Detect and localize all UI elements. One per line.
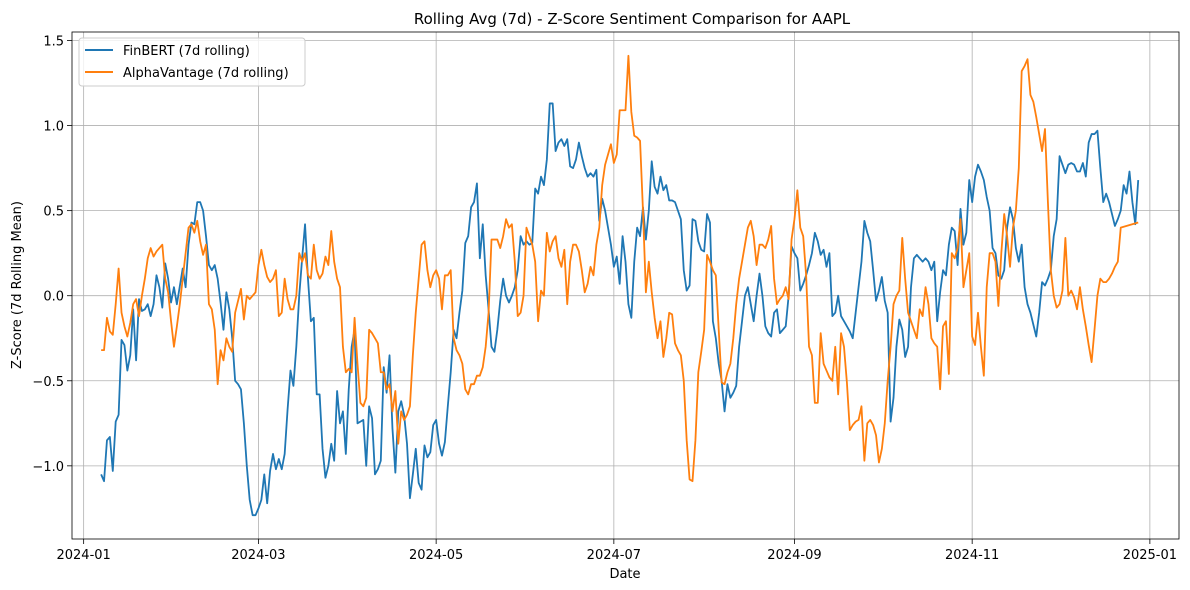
y-axis-label: Z-Score (7d Rolling Mean) — [10, 201, 25, 369]
x-tick-label: 2024-03 — [231, 548, 285, 563]
plot-frame — [71, 31, 1180, 540]
plot-lines — [100, 54, 1140, 517]
x-axis: 2024-01 2024-03 2024-05 2024-07 2024-09 2024-… — [56, 539, 1177, 563]
y-tick-label: 1.5 — [43, 35, 64, 50]
series-line-finbert — [100, 102, 1140, 517]
x-tick-label: 2024-01 — [56, 548, 110, 563]
chart-title: Rolling Avg (7d) - Z-Score Sentiment Com… — [414, 10, 851, 28]
legend-label-alphavantage: AlphaVantage (7d rolling) — [123, 66, 289, 81]
y-tick-label: −0.5 — [32, 375, 64, 390]
legend-label-finbert: FinBERT (7d rolling) — [123, 44, 250, 59]
y-tick-label: −1.0 — [32, 460, 64, 475]
x-tick-label: 2025-01 — [1123, 548, 1177, 563]
x-tick-label: 2024-11 — [945, 548, 999, 563]
x-axis-label: Date — [609, 567, 640, 582]
y-tick-label: 1.0 — [43, 120, 64, 135]
y-tick-label: 0.5 — [43, 205, 64, 220]
series-line-alphavantage — [101, 54, 1139, 483]
legend: FinBERT (7d rolling) AlphaVantage (7d ro… — [78, 37, 306, 87]
y-tick-label: 0.0 — [43, 290, 64, 305]
legend-box — [78, 37, 306, 87]
x-tick-label: 2024-09 — [767, 548, 821, 563]
y-axis: 1.5 1.0 0.5 0.0 −0.5 −1.0 — [32, 35, 72, 475]
x-tick-label: 2024-05 — [409, 548, 463, 563]
x-tick-label: 2024-07 — [587, 548, 641, 563]
